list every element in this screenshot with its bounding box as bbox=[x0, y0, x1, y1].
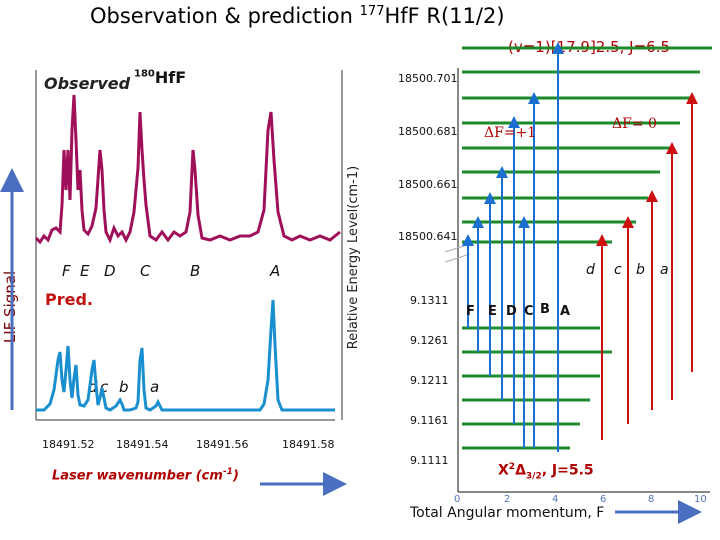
f-tick-4: 4 bbox=[552, 494, 559, 505]
transition-label-B: B bbox=[540, 302, 551, 317]
axis-break-2 bbox=[444, 253, 471, 263]
page-title: Observation & prediction 177HfF R(11/2) bbox=[90, 4, 505, 28]
x-tick-2: 18491.54 bbox=[116, 438, 169, 451]
peak-label-C: C bbox=[140, 262, 151, 280]
lower-level-label-2: 9.1261 bbox=[410, 334, 449, 347]
pred-label-c: c bbox=[100, 378, 109, 396]
x-tick-1: 18491.52 bbox=[42, 438, 95, 451]
laser-wavenumber-label: Laser wavenumber (cm-1) bbox=[52, 467, 239, 484]
dF-plus-label: ΔF=+1 bbox=[484, 125, 537, 141]
transition-label-E: E bbox=[488, 304, 498, 319]
f-tick-0: 0 bbox=[454, 494, 461, 505]
peak-label-F: F bbox=[62, 262, 71, 280]
predicted-spectrum bbox=[36, 299, 335, 412]
observed-label: Observed bbox=[44, 74, 131, 93]
peak-label-B: B bbox=[190, 262, 201, 280]
f-tick-6: 6 bbox=[600, 494, 607, 505]
observed-spectrum bbox=[34, 94, 341, 245]
energy-axis-label: Relative Energy Level(cm-1) bbox=[346, 165, 362, 350]
transition-label-a: a bbox=[660, 262, 670, 278]
transition-label-F: F bbox=[466, 304, 476, 319]
upper-level-label-2: 18500.681 bbox=[398, 125, 458, 138]
lower-level-label-1: 9.1311 bbox=[410, 294, 449, 307]
lower-level-label-4: 9.1161 bbox=[410, 414, 449, 427]
peak-label-E: E bbox=[80, 262, 90, 280]
f-tick-10: 10 bbox=[694, 494, 707, 505]
pred-label: Pred. bbox=[45, 290, 93, 309]
upper-level-label-1: 18500.701 bbox=[398, 72, 458, 85]
transition-label-b: b bbox=[636, 262, 646, 278]
pred-label-b: b bbox=[119, 378, 129, 396]
peak-label-D: D bbox=[104, 262, 116, 280]
upper-level-label-3: 18500.661 bbox=[398, 178, 458, 191]
transition-label-C: C bbox=[524, 304, 535, 319]
x-tick-3: 18491.56 bbox=[196, 438, 249, 451]
f-tick-2: 2 bbox=[504, 494, 511, 505]
transition-label-D: D bbox=[506, 304, 518, 319]
transition-label-A: A bbox=[560, 304, 572, 319]
ground-state-label: X2Δ3/2, J=5.5 bbox=[498, 462, 594, 482]
lower-level-label-3: 9.1211 bbox=[410, 374, 449, 387]
f-axis-label: Total Angular momentum, F bbox=[410, 505, 605, 521]
lower-level-label-5: 9.1111 bbox=[410, 454, 449, 467]
f-tick-8: 8 bbox=[648, 494, 655, 505]
x-tick-4: 18491.58 bbox=[282, 438, 335, 451]
pred-label-d: d bbox=[88, 378, 98, 396]
dF-zero-label: ΔF= 0 bbox=[612, 116, 657, 132]
upper-level-label-4: 18500.641 bbox=[398, 230, 458, 243]
transition-label-c: c bbox=[614, 262, 623, 278]
transition-label-d: d bbox=[586, 262, 596, 278]
peak-label-A: A bbox=[270, 262, 281, 280]
pred-label-a: a bbox=[150, 378, 160, 396]
observed-isotope: 180HfF bbox=[134, 68, 187, 87]
